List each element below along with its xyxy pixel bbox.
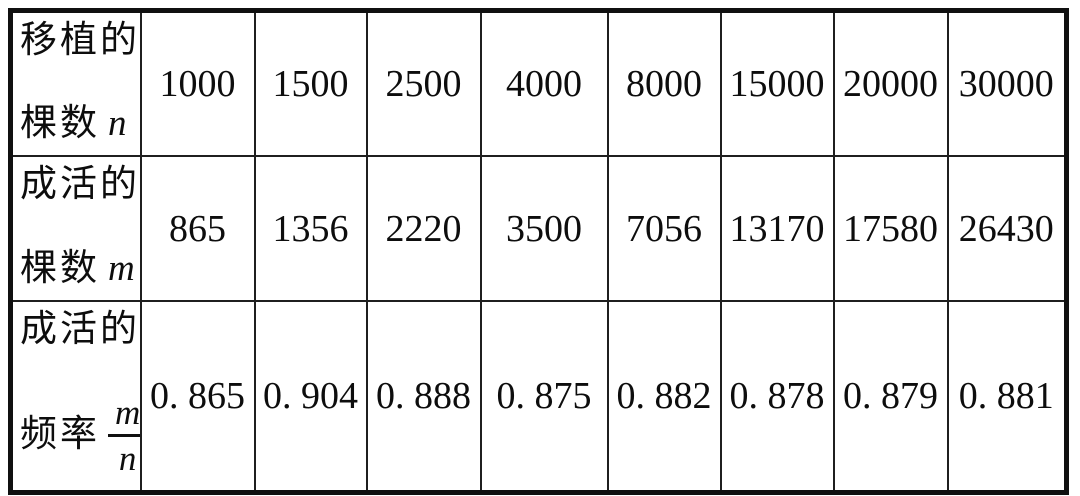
table-cell: 1500 <box>253 9 368 157</box>
row-header-line2: 频率 m n <box>20 395 139 478</box>
row-header-transplanted-count: 移植的 棵数 n <box>9 9 142 157</box>
table-cell: 3500 <box>479 155 609 302</box>
row-header-line1: 移植的 <box>20 20 140 61</box>
survival-frequency-table: 移植的 棵数 n 1000 1500 2500 4000 8000 15000 2… <box>8 8 1069 495</box>
table-cell: 0. 904 <box>253 300 368 494</box>
table-cell: 7056 <box>606 155 722 302</box>
table-cell: 4000 <box>479 9 609 157</box>
table-cell: 30000 <box>946 9 1068 157</box>
fraction-denominator: n <box>118 439 137 478</box>
row-header-text: 棵数 <box>20 248 100 290</box>
table-row-transplanted: 移植的 棵数 n 1000 1500 2500 4000 8000 15000 2… <box>9 9 1068 157</box>
table-cell: 8000 <box>606 9 722 157</box>
table-cell: 2220 <box>365 155 482 302</box>
table-cell: 17580 <box>832 155 949 302</box>
row-header-line1: 成活的 <box>20 309 140 350</box>
row-header-line1: 成活的 <box>20 164 140 205</box>
row-header-line2: 棵数 n <box>20 103 127 145</box>
table-cell: 0. 881 <box>946 300 1068 494</box>
row-header-text: 频率 <box>20 414 100 456</box>
table-cell: 2500 <box>365 9 482 157</box>
table-cell: 15000 <box>719 9 835 157</box>
row-header-survived-count: 成活的 棵数 m <box>9 155 142 302</box>
fraction-numerator: m <box>108 395 139 437</box>
table-cell: 1000 <box>139 9 256 157</box>
variable-m: m <box>108 248 135 290</box>
row-header-text: 棵数 <box>20 103 100 145</box>
table-cell: 26430 <box>946 155 1068 302</box>
table-cell: 1356 <box>253 155 368 302</box>
table-row-survived: 成活的 棵数 m 865 1356 2220 3500 7056 13170 17… <box>9 155 1068 302</box>
variable-n: n <box>108 103 127 145</box>
table-cell: 13170 <box>719 155 835 302</box>
table-cell: 0. 882 <box>606 300 722 494</box>
table-cell: 0. 875 <box>479 300 609 494</box>
table-cell: 865 <box>139 155 256 302</box>
fraction-m-over-n: m n <box>108 395 139 478</box>
table-cell: 20000 <box>832 9 949 157</box>
table-cell: 0. 879 <box>832 300 949 494</box>
table-cell: 0. 878 <box>719 300 835 494</box>
table-cell: 0. 888 <box>365 300 482 494</box>
table-row-frequency: 成活的 频率 m n 0. 865 0. 904 0. 888 0. 875 0… <box>9 300 1068 494</box>
table-cell: 0. 865 <box>139 300 256 494</box>
row-header-line2: 棵数 m <box>20 248 135 290</box>
row-header-survival-frequency: 成活的 频率 m n <box>9 300 142 494</box>
